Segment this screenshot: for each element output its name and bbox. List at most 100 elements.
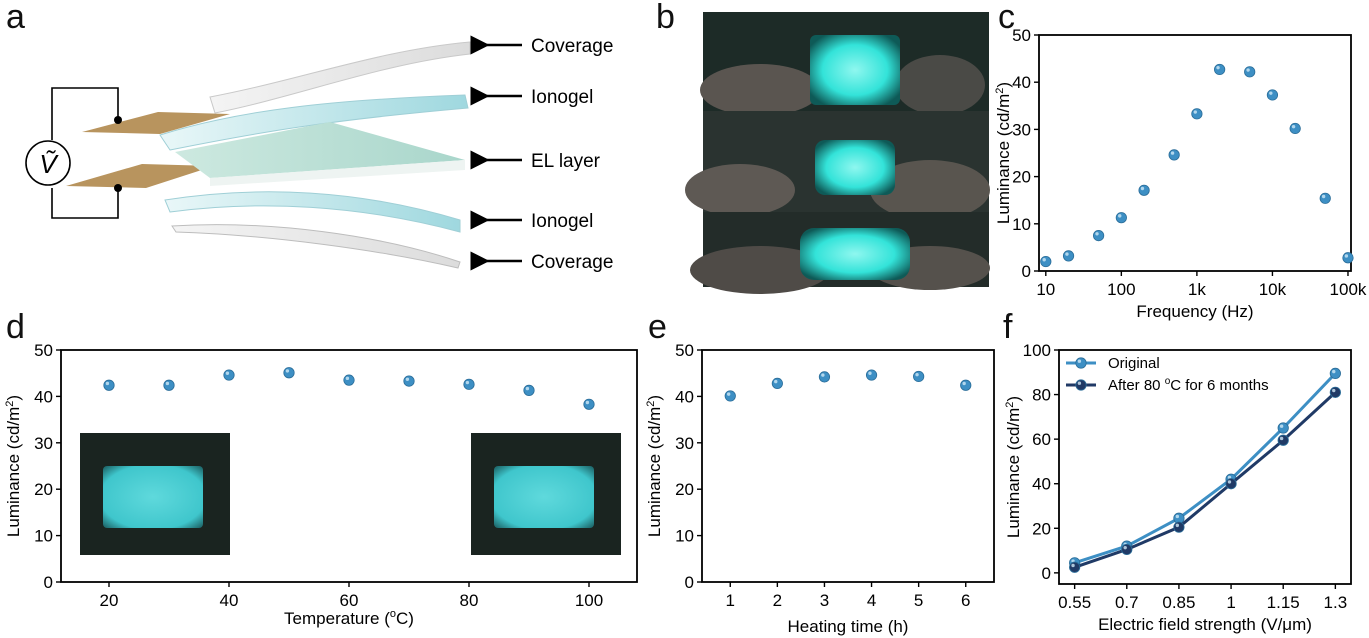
x-tick-label: 0.55 [1058,593,1091,612]
data-point-highlight [165,381,170,386]
data-point [1277,434,1289,446]
data-point-highlight [1118,214,1122,218]
inset-glowing-device [494,466,594,528]
data-point [960,379,972,391]
data-point [463,378,475,390]
top-coverage-layer [209,41,471,114]
y-tick-label: 0 [44,573,53,592]
legend-marker-highlight [1077,359,1082,363]
bottom-ionogel-layer [164,191,461,233]
y-tick-label: 30 [1012,120,1031,139]
data-point-highlight [1279,424,1284,428]
panel-letter-a: a [6,0,25,36]
ac-source-icon [25,140,71,186]
y-tick-label: 30 [34,434,53,453]
data-point [343,374,355,386]
data-point-highlight [465,380,470,385]
data-point-highlight [1140,186,1145,191]
data-point-highlight [405,377,410,381]
legend-marker-highlight [1077,381,1082,385]
data-point [1168,149,1180,161]
data-point-highlight [585,400,590,405]
data-point [163,379,175,391]
y-tick-label: 30 [675,434,694,453]
chart-f: 0 20 40 60 80 100 0.55 0.7 0.85 1 1.15 1.3 Electric … [1004,341,1352,634]
data-point [1040,255,1052,268]
x-tick-label: 1.15 [1267,593,1300,612]
y-tick-label: 10 [675,527,694,546]
data-point-highlight [345,376,350,381]
x-tick-label: 1 [726,591,735,610]
data-point [103,379,115,391]
y-tick-label: 40 [1032,475,1051,494]
plot-frame [1058,349,1352,585]
bottom-electrode [66,164,214,188]
y-tick-label: 10 [34,527,53,546]
panel-letter-b: b [656,0,675,36]
ac-source-symbol: Ṽ [39,149,59,179]
data-point [1329,386,1341,398]
data-point-highlight [1123,545,1127,550]
y-tick-label: 50 [675,341,694,360]
x-tick-label: 0.7 [1115,593,1139,612]
layer-label: EL layer [531,151,601,172]
x-tick-label: 3 [820,591,829,610]
x-tick-label: 80 [460,591,479,610]
data-point-highlight [1246,68,1250,72]
data-point-highlight [1170,151,1175,155]
data-point [1277,422,1289,434]
data-point [1191,108,1203,120]
data-point-highlight [105,381,110,386]
data-point-highlight [1291,124,1296,129]
y-tick-label: 80 [1032,386,1051,405]
data-point [913,370,925,383]
chart-c: 0 10 20 30 40 50 10 100 1k 10k 100k Frequency (Hz) L… [994,26,1367,321]
y-tick-label: 60 [1032,430,1051,449]
inset-glowing-device [103,466,203,528]
x-tick-label: 100 [1107,280,1135,299]
y-tick-label: 40 [675,387,694,406]
data-point [1319,192,1331,204]
data-point-highlight [915,372,919,377]
x-tick-label: 20 [100,591,119,610]
x-tick-label: 10 [1036,280,1055,299]
data-point-highlight [962,381,966,386]
device-schematic: Ṽ Coverage Ionogel EL layer Ionogel Coverage [25,35,613,273]
panel-letter-e: e [648,308,667,346]
y-tick-label: 20 [1032,519,1051,538]
legend-marker [1075,357,1087,369]
y-tick-label: 0 [1042,564,1051,583]
data-point [771,377,783,390]
x-axis-label: Heating time (h) [788,617,909,636]
photo-flat [700,12,989,116]
x-tick-label: 60 [340,591,359,610]
data-point-highlight [285,369,290,373]
data-point [1225,478,1237,490]
x-axis-label: Temperature (oC) [284,608,414,628]
data-point-highlight [1227,480,1232,484]
y-tick-label: 0 [1022,262,1031,281]
data-point [523,384,535,396]
data-point [403,375,415,387]
plot-frame [701,349,995,583]
layer-label: Coverage [531,36,613,57]
data-point-highlight [1332,369,1336,374]
y-axis-label: Luminance (cd/m2) [1004,396,1023,538]
top-electrode [82,112,230,134]
photo-bent [685,111,990,220]
y-tick-label: 20 [1012,168,1031,187]
data-point [1138,184,1150,196]
y-tick-label: 0 [685,573,694,592]
series-line [1074,391,1337,569]
el-layer-edge [210,160,465,186]
x-tick-label: 6 [961,591,970,610]
data-point-highlight [1216,65,1220,70]
y-tick-label: 20 [675,480,694,499]
y-tick-label: 40 [34,387,53,406]
data-point-highlight [225,371,230,375]
panel-letter-c: c [998,0,1015,36]
data-point [1062,250,1075,262]
data-point [1115,212,1127,224]
legend-marker [1075,379,1087,391]
